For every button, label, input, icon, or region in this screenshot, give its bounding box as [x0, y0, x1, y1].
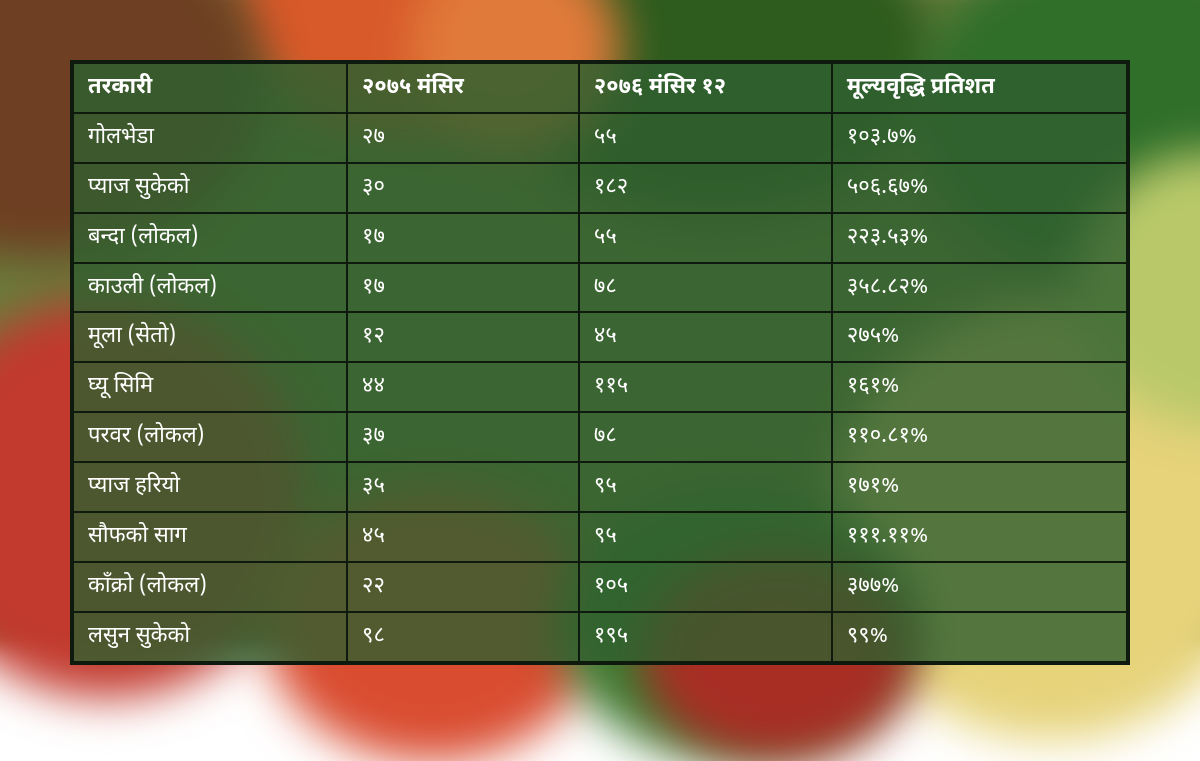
- table-cell: १११.११%: [832, 512, 1127, 562]
- table-cell: १८२: [579, 163, 832, 213]
- table-cell: २२: [347, 562, 579, 612]
- table-row: प्याज हरियो३५९५१७१%: [73, 462, 1127, 512]
- table-cell: प्याज सुकेको: [73, 163, 347, 213]
- table-cell: ३०: [347, 163, 579, 213]
- table-row: सौफको साग४५९५१११.११%: [73, 512, 1127, 562]
- table-body: गोलभेडा२७५५१०३.७%प्याज सुकेको३०१८२५०६.६७…: [73, 113, 1127, 662]
- table-row: लसुन सुकेको९८१९५९९%: [73, 612, 1127, 662]
- table-cell: ९५: [579, 462, 832, 512]
- table-cell: ७८: [579, 412, 832, 462]
- price-table-container: तरकारी २०७५ मंसिर २०७६ मंसिर १२ मूल्यवृद…: [70, 60, 1130, 665]
- table-row: परवर (लोकल)३७७८११०.८१%: [73, 412, 1127, 462]
- table-cell: ९९%: [832, 612, 1127, 662]
- table-cell: १६१%: [832, 362, 1127, 412]
- table-cell: मूला (सेतो): [73, 312, 347, 362]
- table-cell: ३७: [347, 412, 579, 462]
- table-cell: लसुन सुकेको: [73, 612, 347, 662]
- table-cell: १७: [347, 213, 579, 263]
- table-row: काँक्रो (लोकल)२२१०५३७७%: [73, 562, 1127, 612]
- table-cell: ५५: [579, 213, 832, 263]
- table-cell: २७: [347, 113, 579, 163]
- table-cell: ४५: [347, 512, 579, 562]
- table-cell: ३५: [347, 462, 579, 512]
- table-cell: काउली (लोकल): [73, 263, 347, 313]
- table-row: गोलभेडा२७५५१०३.७%: [73, 113, 1127, 163]
- table-cell: ५०६.६७%: [832, 163, 1127, 213]
- table-cell: २२३.५३%: [832, 213, 1127, 263]
- table-row: मूला (सेतो)१२४५२७५%: [73, 312, 1127, 362]
- table-cell: परवर (लोकल): [73, 412, 347, 462]
- col-header-year2: २०७६ मंसिर १२: [579, 63, 832, 113]
- table-cell: ५५: [579, 113, 832, 163]
- table-row: बन्दा (लोकल)१७५५२२३.५३%: [73, 213, 1127, 263]
- table-cell: ११०.८१%: [832, 412, 1127, 462]
- table-cell: ३५८.८२%: [832, 263, 1127, 313]
- table-cell: १७: [347, 263, 579, 313]
- table-cell: सौफको साग: [73, 512, 347, 562]
- table-header-row: तरकारी २०७५ मंसिर २०७६ मंसिर १२ मूल्यवृद…: [73, 63, 1127, 113]
- table-cell: प्याज हरियो: [73, 462, 347, 512]
- table-cell: ३७७%: [832, 562, 1127, 612]
- col-header-year1: २०७५ मंसिर: [347, 63, 579, 113]
- table-cell: गोलभेडा: [73, 113, 347, 163]
- table-cell: ९५: [579, 512, 832, 562]
- table-cell: ९८: [347, 612, 579, 662]
- table-cell: ७८: [579, 263, 832, 313]
- table-row: प्याज सुकेको३०१८२५०६.६७%: [73, 163, 1127, 213]
- table-cell: १७१%: [832, 462, 1127, 512]
- table-cell: बन्दा (लोकल): [73, 213, 347, 263]
- table-cell: २७५%: [832, 312, 1127, 362]
- table-cell: ११५: [579, 362, 832, 412]
- col-header-increase: मूल्यवृद्धि प्रतिशत: [832, 63, 1127, 113]
- table-cell: घ्यू सिमि: [73, 362, 347, 412]
- table-row: घ्यू सिमि४४११५१६१%: [73, 362, 1127, 412]
- table-cell: ४५: [579, 312, 832, 362]
- col-header-vegetable: तरकारी: [73, 63, 347, 113]
- table-cell: १०५: [579, 562, 832, 612]
- table-cell: १२: [347, 312, 579, 362]
- table-row: काउली (लोकल)१७७८३५८.८२%: [73, 263, 1127, 313]
- table-cell: काँक्रो (लोकल): [73, 562, 347, 612]
- table-cell: ४४: [347, 362, 579, 412]
- table-cell: १९५: [579, 612, 832, 662]
- table-cell: १०३.७%: [832, 113, 1127, 163]
- price-table: तरकारी २०७५ मंसिर २०७६ मंसिर १२ मूल्यवृद…: [72, 62, 1128, 663]
